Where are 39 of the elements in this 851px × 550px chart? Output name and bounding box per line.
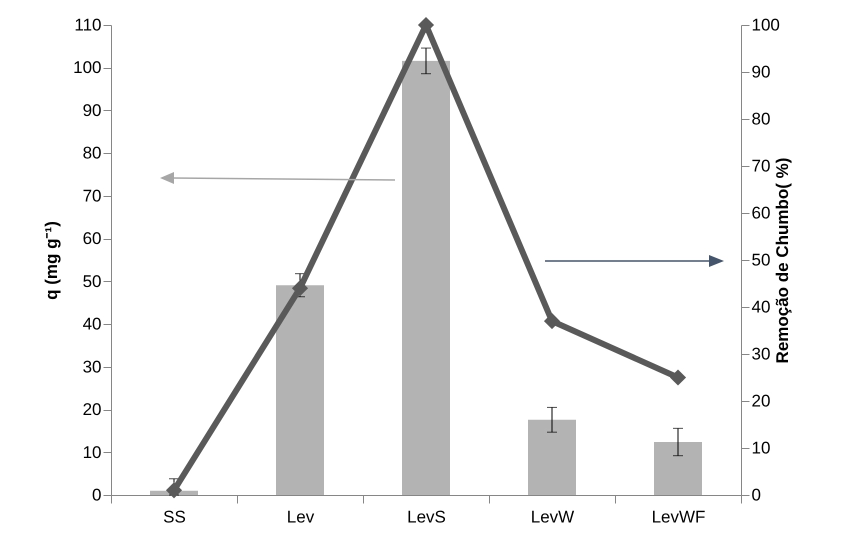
x-tick-label: SS (163, 508, 186, 526)
bar (402, 60, 450, 495)
y2-tick-label: 80 (752, 110, 770, 128)
x-tick-label: LevS (407, 508, 446, 526)
point (418, 16, 434, 34)
y-tick-label: 50 (82, 272, 102, 291)
y2-tick-label: 40 (752, 298, 770, 316)
point (544, 313, 560, 330)
point (166, 482, 182, 498)
bar (276, 285, 324, 495)
y-tick-label: 0 (92, 486, 102, 504)
y-tick-label: 100 (73, 58, 102, 78)
y2-tick-label: 30 (752, 344, 770, 364)
y2-tick-label: 50 (752, 250, 770, 270)
y-tick-label: 80 (82, 144, 102, 163)
y-tick-label: 70 (82, 186, 102, 206)
y2-tick-label: 70 (752, 156, 770, 176)
y2-tick-label: 20 (752, 392, 770, 410)
y-tick-label: 90 (82, 100, 102, 120)
y2-tick-label: 100 (752, 16, 780, 34)
y-axis-title: q (mg g⁻¹) (42, 221, 62, 300)
x-tick-label: LevWF (652, 508, 706, 526)
y-tick-label: 40 (82, 314, 102, 334)
x-tick-label: LevW (530, 508, 574, 526)
point (292, 280, 308, 296)
y-tick-label: 20 (82, 400, 102, 420)
point (670, 369, 686, 386)
y-tick-label: 10 (82, 442, 102, 462)
y2-tick-label: 90 (752, 62, 770, 82)
y2-tick-label: 10 (752, 438, 770, 458)
y-tick-label: 110 (74, 16, 102, 34)
y2-axis-title: Remoção de Chumbo( %) (772, 158, 792, 364)
y-tick-label: 30 (82, 357, 102, 376)
y2-tick-label: 0 (752, 486, 761, 504)
bar (654, 442, 702, 495)
y2-tick-label: 60 (752, 204, 770, 222)
bar (528, 420, 576, 495)
y-tick-label: 60 (82, 229, 102, 248)
x-tick-label: Lev (286, 508, 315, 526)
